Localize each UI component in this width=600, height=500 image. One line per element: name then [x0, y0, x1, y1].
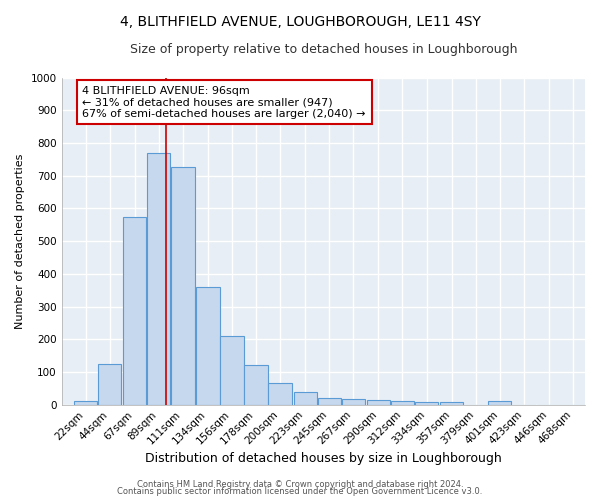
Bar: [488, 402, 511, 404]
Bar: [244, 366, 268, 405]
Bar: [367, 400, 390, 404]
Bar: [220, 336, 244, 404]
Bar: [74, 402, 97, 404]
Bar: [415, 402, 438, 404]
Y-axis label: Number of detached properties: Number of detached properties: [15, 154, 25, 329]
Bar: [440, 402, 463, 404]
Text: 4 BLITHFIELD AVENUE: 96sqm
← 31% of detached houses are smaller (947)
67% of sem: 4 BLITHFIELD AVENUE: 96sqm ← 31% of deta…: [82, 86, 366, 119]
Bar: [317, 398, 341, 404]
Bar: [391, 402, 414, 404]
Bar: [293, 392, 317, 404]
Text: 4, BLITHFIELD AVENUE, LOUGHBOROUGH, LE11 4SY: 4, BLITHFIELD AVENUE, LOUGHBOROUGH, LE11…: [119, 15, 481, 29]
Title: Size of property relative to detached houses in Loughborough: Size of property relative to detached ho…: [130, 42, 517, 56]
Bar: [147, 153, 170, 405]
Bar: [171, 168, 194, 404]
X-axis label: Distribution of detached houses by size in Loughborough: Distribution of detached houses by size …: [145, 452, 502, 465]
Bar: [98, 364, 121, 405]
Bar: [196, 287, 220, 405]
Text: Contains HM Land Registry data © Crown copyright and database right 2024.: Contains HM Land Registry data © Crown c…: [137, 480, 463, 489]
Bar: [268, 384, 292, 404]
Text: Contains public sector information licensed under the Open Government Licence v3: Contains public sector information licen…: [118, 487, 482, 496]
Bar: [341, 399, 365, 404]
Bar: [123, 216, 146, 404]
